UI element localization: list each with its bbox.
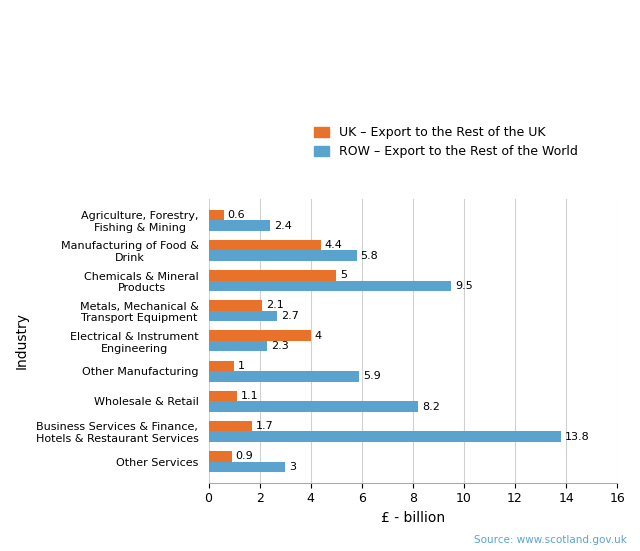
Text: 5.8: 5.8 xyxy=(360,251,378,261)
Bar xyxy=(209,251,356,261)
Bar xyxy=(209,371,359,382)
Text: Source: www.scotland.gov.uk: Source: www.scotland.gov.uk xyxy=(474,536,627,545)
X-axis label: £ - billion: £ - billion xyxy=(381,511,445,525)
Text: 0.6: 0.6 xyxy=(228,210,245,220)
Bar xyxy=(209,220,270,231)
Text: 2.7: 2.7 xyxy=(282,311,299,321)
Text: 4.4: 4.4 xyxy=(324,240,342,250)
Text: 3: 3 xyxy=(289,462,296,472)
Y-axis label: Industry: Industry xyxy=(15,312,29,369)
Bar xyxy=(209,421,252,431)
Bar xyxy=(209,300,262,311)
Legend: UK – Export to the Rest of the UK, ROW – Export to the Rest of the World: UK – Export to the Rest of the UK, ROW –… xyxy=(314,126,577,158)
Bar xyxy=(209,280,451,291)
Text: 2.1: 2.1 xyxy=(266,300,284,311)
Text: 1: 1 xyxy=(238,361,245,371)
Text: 1.1: 1.1 xyxy=(241,391,258,401)
Bar xyxy=(209,431,561,442)
Text: 0.9: 0.9 xyxy=(236,451,253,461)
Bar xyxy=(209,451,232,462)
Text: 4: 4 xyxy=(314,331,322,341)
Bar xyxy=(209,240,321,251)
Bar xyxy=(209,341,268,352)
Text: 13.8: 13.8 xyxy=(564,431,589,442)
Bar xyxy=(209,270,336,280)
Text: 5.9: 5.9 xyxy=(363,371,381,381)
Bar xyxy=(209,360,234,371)
Text: 2.4: 2.4 xyxy=(274,220,292,230)
Bar xyxy=(209,462,285,472)
Bar xyxy=(209,391,237,401)
Bar xyxy=(209,331,310,341)
Bar xyxy=(209,210,224,220)
Text: 2.3: 2.3 xyxy=(271,341,289,351)
Text: 8.2: 8.2 xyxy=(422,402,440,412)
Bar xyxy=(209,401,418,412)
Text: 5: 5 xyxy=(340,271,347,280)
Text: 1.7: 1.7 xyxy=(256,421,273,431)
Bar xyxy=(209,311,278,321)
Text: 9.5: 9.5 xyxy=(455,281,473,291)
